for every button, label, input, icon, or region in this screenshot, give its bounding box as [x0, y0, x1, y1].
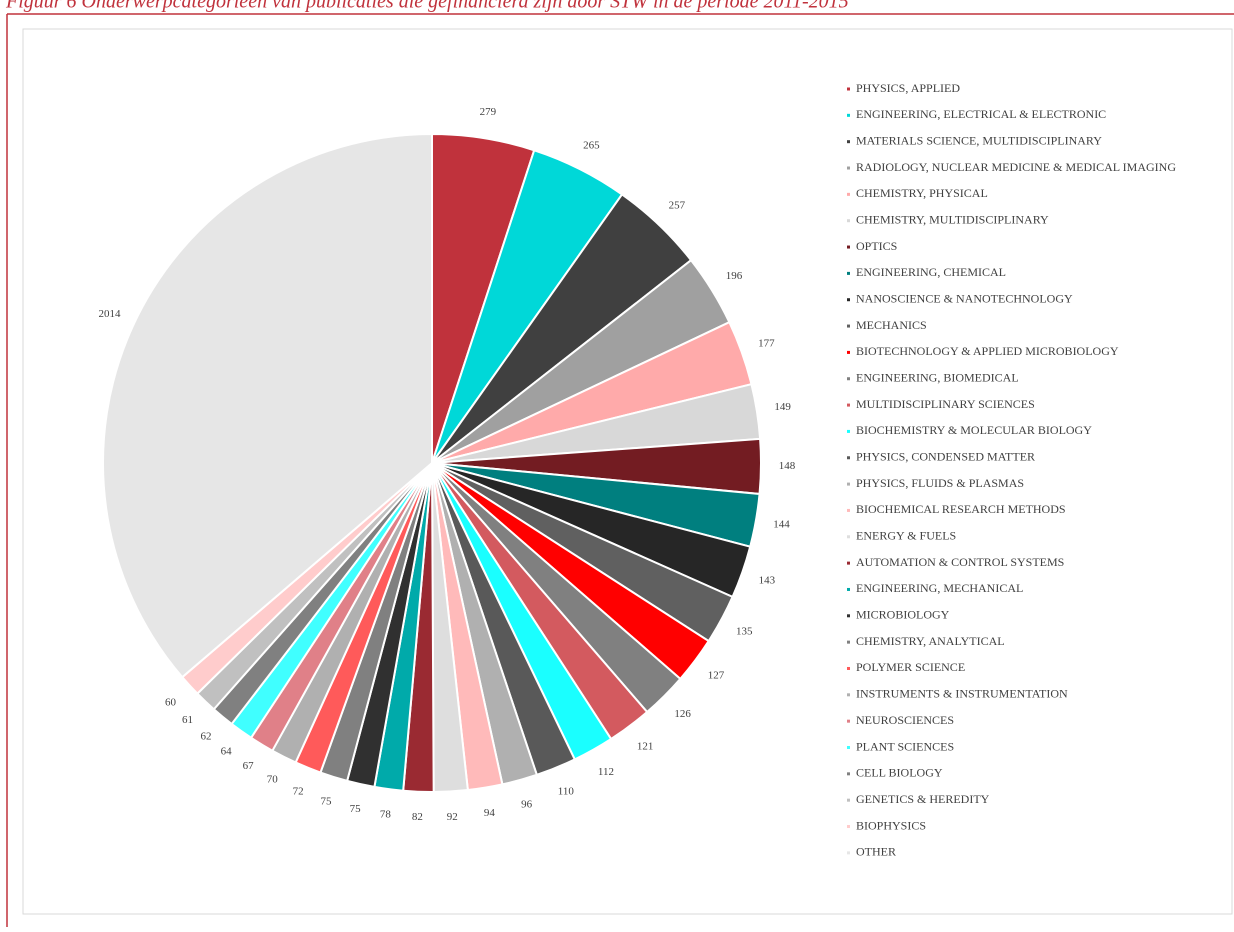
- legend-label: AUTOMATION & CONTROL SYSTEMS: [856, 555, 1064, 569]
- data-label: 78: [380, 808, 392, 820]
- legend-label: BIOTECHNOLOGY & APPLIED MICROBIOLOGY: [856, 344, 1119, 358]
- legend-swatch: [847, 219, 850, 223]
- legend-label: ENGINEERING, CHEMICAL: [856, 265, 1006, 279]
- legend-label: GENETICS & HEREDITY: [856, 792, 990, 806]
- data-label: 144: [773, 519, 790, 531]
- legend-label: MULTIDISCIPLINARY SCIENCES: [856, 397, 1035, 411]
- data-label: 60: [165, 697, 177, 709]
- legend-swatch: [847, 140, 850, 144]
- legend-label: OPTICS: [856, 239, 897, 253]
- data-label: 2014: [98, 308, 121, 320]
- legend-label: PHYSICS, CONDENSED MATTER: [856, 450, 1035, 464]
- data-label: 126: [674, 708, 691, 720]
- data-label: 110: [558, 785, 575, 797]
- legend-swatch: [847, 456, 850, 460]
- data-label: 265: [583, 139, 600, 151]
- legend-label: PHYSICS, FLUIDS & PLASMAS: [856, 476, 1024, 490]
- legend-swatch: [847, 614, 850, 618]
- data-label: 70: [267, 774, 279, 786]
- legend-label: CHEMISTRY, MULTIDISCIPLINARY: [856, 212, 1049, 226]
- data-label: 82: [412, 811, 423, 823]
- data-label: 257: [669, 200, 686, 212]
- legend-swatch: [847, 798, 850, 802]
- data-label: 143: [759, 574, 776, 586]
- legend-swatch: [847, 271, 850, 275]
- legend-swatch: [847, 587, 850, 591]
- data-label: 279: [480, 106, 497, 118]
- legend-swatch: [847, 298, 850, 302]
- legend-swatch: [847, 772, 850, 776]
- legend-label: NEUROSCIENCES: [856, 713, 954, 727]
- legend-swatch: [847, 508, 850, 512]
- data-label: 96: [521, 799, 533, 811]
- legend-label: RADIOLOGY, NUCLEAR MEDICINE & MEDICAL IM…: [856, 160, 1176, 174]
- legend-swatch: [847, 403, 850, 407]
- data-label: 64: [221, 746, 233, 758]
- legend-label: INSTRUMENTS & INSTRUMENTATION: [856, 687, 1068, 701]
- data-label: 127: [708, 670, 725, 682]
- legend-label: MECHANICS: [856, 318, 927, 332]
- legend-label: ENERGY & FUELS: [856, 529, 956, 543]
- legend-swatch: [847, 482, 850, 486]
- legend-swatch: [847, 87, 850, 91]
- legend-swatch: [847, 561, 850, 565]
- data-label: 94: [484, 807, 496, 819]
- legend-label: ENGINEERING, BIOMEDICAL: [856, 370, 1019, 384]
- data-label: 75: [320, 795, 332, 807]
- data-label: 61: [182, 714, 193, 726]
- legend-swatch: [847, 666, 850, 670]
- legend-swatch: [847, 640, 850, 644]
- data-label: 92: [447, 811, 458, 823]
- legend-label: PHYSICS, APPLIED: [856, 81, 960, 95]
- legend-label: ENGINEERING, MECHANICAL: [856, 581, 1023, 595]
- legend-label: CELL BIOLOGY: [856, 766, 943, 780]
- legend-swatch: [847, 113, 850, 117]
- data-label: 67: [243, 760, 255, 772]
- legend-label: BIOPHYSICS: [856, 818, 926, 832]
- data-label: 177: [758, 337, 775, 349]
- legend-swatch: [847, 245, 850, 249]
- legend-swatch: [847, 746, 850, 749]
- legend-label: PLANT SCIENCES: [856, 739, 954, 753]
- legend-swatch: [847, 825, 850, 829]
- legend-label: OTHER: [856, 845, 896, 859]
- legend-label: BIOCHEMISTRY & MOLECULAR BIOLOGY: [856, 423, 1092, 437]
- data-label: 121: [637, 740, 654, 752]
- data-label: 196: [726, 270, 743, 282]
- data-label: 112: [598, 766, 614, 778]
- data-label: 148: [779, 460, 796, 472]
- legend-swatch: [847, 350, 850, 354]
- legend-label: MICROBIOLOGY: [856, 608, 950, 622]
- data-label: 135: [736, 625, 753, 637]
- legend-label: ENGINEERING, ELECTRICAL & ELECTRONIC: [856, 107, 1106, 121]
- legend-swatch: [847, 324, 850, 328]
- legend-label: MATERIALS SCIENCE, MULTIDISCIPLINARY: [856, 133, 1102, 147]
- legend-label: CHEMISTRY, ANALYTICAL: [856, 634, 1005, 648]
- legend-swatch: [847, 166, 850, 170]
- data-label: 62: [201, 730, 212, 742]
- legend-swatch: [847, 719, 850, 723]
- data-label: 149: [774, 401, 791, 413]
- legend-label: NANOSCIENCE & NANOTECHNOLOGY: [856, 291, 1073, 305]
- legend-swatch: [847, 377, 850, 381]
- pie-slice: [102, 132, 433, 679]
- chart-title: Figuur 6 Onderwerpcategorieën van public…: [5, 0, 849, 13]
- legend-swatch: [847, 693, 850, 697]
- data-label: 75: [350, 803, 362, 815]
- legend-label: BIOCHEMICAL RESEARCH METHODS: [856, 502, 1066, 516]
- legend-swatch: [847, 192, 850, 196]
- data-label: 72: [293, 785, 304, 797]
- legend-label: CHEMISTRY, PHYSICAL: [856, 186, 988, 200]
- legend-swatch: [847, 535, 850, 539]
- legend-swatch: [847, 851, 850, 855]
- legend-label: POLYMER SCIENCE: [856, 660, 965, 674]
- legend-swatch: [847, 429, 850, 433]
